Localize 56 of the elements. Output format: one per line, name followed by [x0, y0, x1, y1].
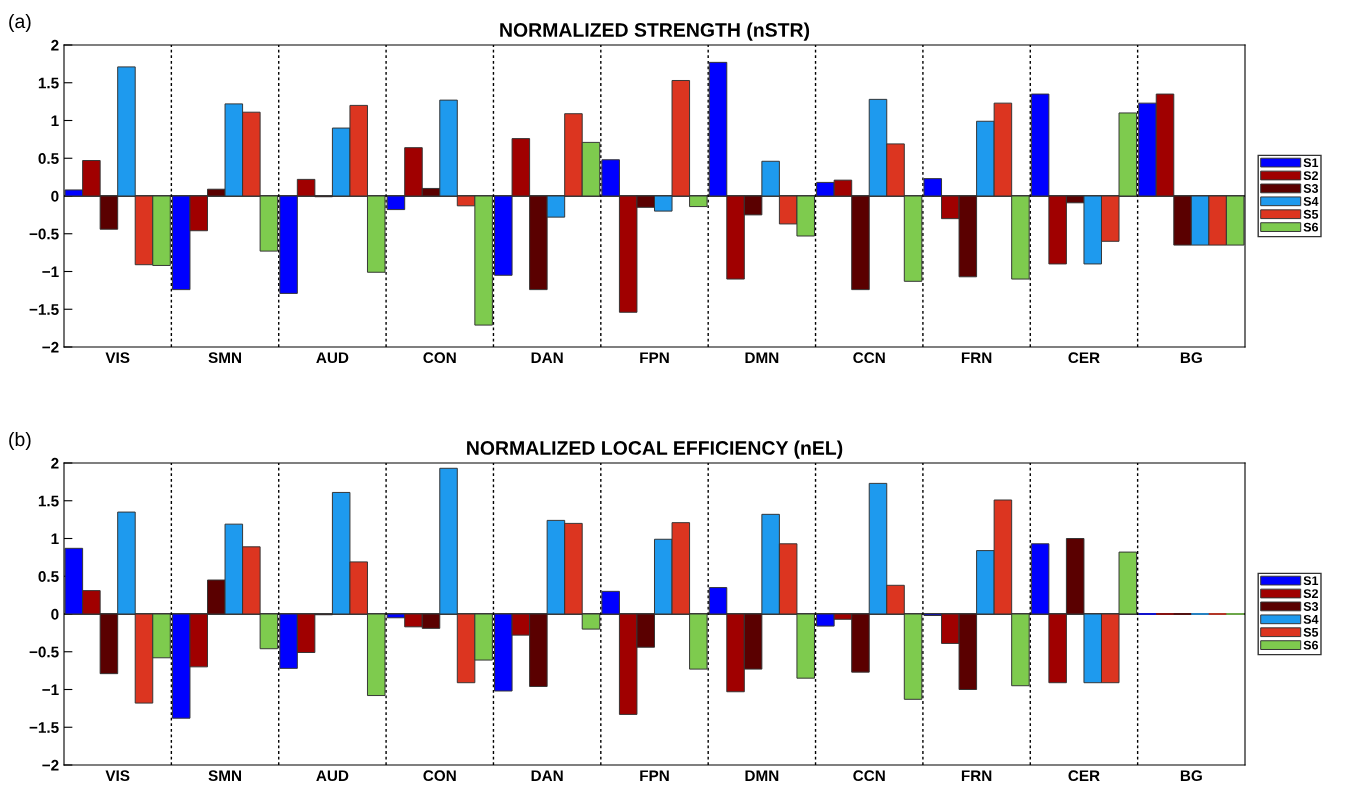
y-tick-label: 0	[51, 190, 59, 202]
x-tick-label: FPN	[640, 770, 669, 781]
chart-title: NORMALIZED STRENGTH (nSTR)	[500, 22, 810, 41]
text: (b)	[9, 431, 31, 451]
x-tick-label: VIS	[105, 770, 130, 782]
legend-label: S3	[1303, 184, 1319, 193]
y-tick-label: −2	[42, 341, 59, 353]
legend-label: S3	[1303, 602, 1319, 611]
x-tick-label: CON	[423, 770, 456, 782]
x-tick-label: FRN	[961, 770, 992, 781]
legend-label: S1	[1303, 576, 1319, 586]
legend-label: S4	[1303, 614, 1319, 624]
x-tick-label: BG	[1180, 352, 1202, 364]
legend-label: S2	[1303, 171, 1318, 180]
y-tick-label: −1.5	[29, 304, 59, 315]
y-tick-label: 1	[51, 533, 59, 545]
y-tick-label: 1.5	[38, 77, 59, 89]
x-tick-label: SMN	[208, 770, 241, 782]
x-tick-label: VIS	[105, 352, 130, 364]
legend-label: S5	[1303, 209, 1319, 219]
legend-label: S6	[1303, 222, 1319, 232]
y-tick-label: −1	[42, 684, 59, 696]
x-tick-label: CCN	[853, 352, 885, 364]
y-tick-label: 0	[51, 608, 59, 620]
x-tick-label: FPN	[640, 352, 669, 363]
x-tick-label: DAN	[531, 352, 563, 363]
y-tick-label: 2	[51, 39, 59, 51]
x-tick-label: DMN	[745, 770, 779, 781]
legend-label: S6	[1303, 640, 1319, 650]
y-tick-label: 2	[51, 457, 59, 469]
y-tick-label: 1	[51, 115, 59, 127]
x-tick-label: DMN	[745, 352, 779, 363]
y-tick-label: −0.5	[29, 646, 59, 658]
legend-label: S1	[1303, 158, 1319, 168]
text: (a)	[9, 13, 31, 33]
chart-title: NORMALIZED LOCAL EFFICIENCY (nEL)	[467, 440, 843, 459]
legend-label: S5	[1303, 627, 1319, 637]
x-tick-label: DAN	[531, 770, 563, 781]
y-tick-label: −0.5	[29, 228, 59, 240]
y-tick-label: 0.5	[38, 571, 59, 582]
x-tick-label: BG	[1180, 770, 1202, 782]
legend-label: S2	[1303, 589, 1318, 598]
x-tick-label: FRN	[961, 352, 992, 363]
x-tick-label: CON	[423, 352, 456, 364]
y-tick-label: −1	[42, 266, 59, 278]
x-tick-label: AUD	[316, 352, 349, 364]
x-tick-label: AUD	[316, 770, 349, 782]
legend-label: S4	[1303, 196, 1319, 206]
x-tick-label: SMN	[208, 352, 241, 364]
x-tick-label: CCN	[853, 770, 885, 782]
y-tick-label: 0.5	[38, 153, 59, 164]
y-tick-label: −2	[42, 759, 59, 771]
x-tick-label: CER	[1068, 352, 1100, 364]
y-tick-label: −1.5	[29, 722, 59, 733]
x-tick-label: CER	[1068, 770, 1100, 782]
y-tick-label: 1.5	[38, 495, 59, 507]
